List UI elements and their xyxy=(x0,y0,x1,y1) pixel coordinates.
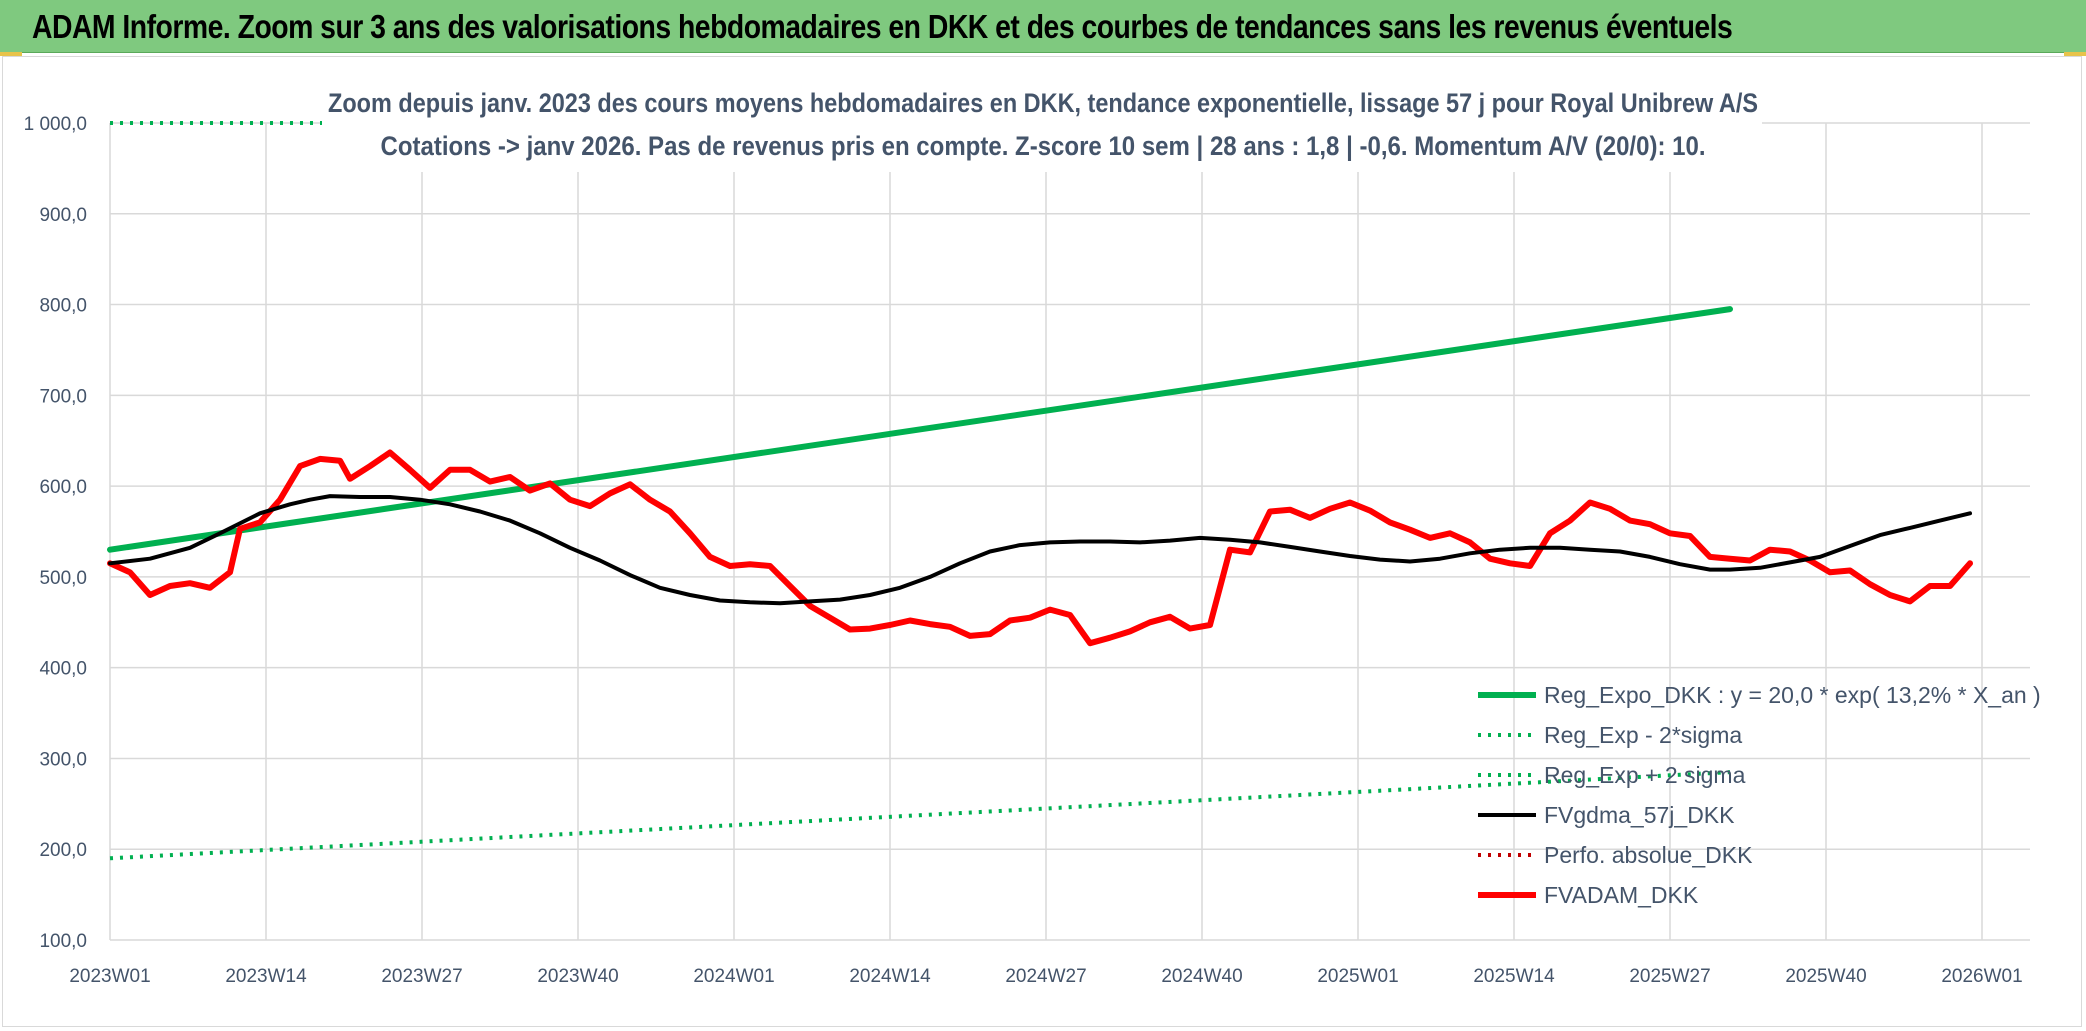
legend-label-2: Reg_Exp + 2 sigma xyxy=(1544,762,1746,788)
legend-label-5: FVADAM_DKK xyxy=(1544,882,1699,908)
header-accent-right xyxy=(2064,52,2086,56)
chart-grid xyxy=(109,122,2030,941)
y-axis-ticks: 100,0 200,0 300,0 400,0 500,0 600,0 700,0 800,0… xyxy=(24,114,87,952)
x-tick-label: 2023W27 xyxy=(381,966,462,987)
chart-series xyxy=(107,121,1973,861)
y-tick-label: 100,0 xyxy=(39,931,87,952)
y-tick-label: 300,0 xyxy=(39,749,87,770)
chart-legend: Reg_Expo_DKK : y = 20,0 * exp( 13,2% * X… xyxy=(1478,682,2041,908)
x-tick-label: 2026W01 xyxy=(1941,966,2022,987)
x-tick-label: 2024W01 xyxy=(693,966,774,987)
x-tick-label: 2023W40 xyxy=(537,966,618,987)
series-line-1 xyxy=(109,770,1731,861)
y-tick-label: 600,0 xyxy=(39,477,87,498)
header-accent-left xyxy=(0,52,22,56)
x-tick-label: 2025W14 xyxy=(1473,966,1555,987)
x-tick-label: 2023W01 xyxy=(69,966,150,987)
y-tick-label: 900,0 xyxy=(39,205,87,226)
x-tick-label: 2025W01 xyxy=(1317,966,1398,987)
legend-label-1: Reg_Exp - 2*sigma xyxy=(1544,722,1742,748)
series-line-5 xyxy=(107,449,1973,647)
subtitle-background xyxy=(322,80,1762,172)
y-tick-label: 200,0 xyxy=(39,840,87,861)
y-tick-label: 1 000,0 xyxy=(24,114,87,135)
x-tick-label: 2025W27 xyxy=(1629,966,1710,987)
chart-frame xyxy=(2,56,2082,1027)
chart-subtitle-line-1: Zoom depuis janv. 2023 des cours moyens … xyxy=(328,88,1758,118)
y-tick-label: 400,0 xyxy=(39,659,87,680)
legend-label-3: FVgdma_57j_DKK xyxy=(1544,802,1735,828)
series-line-0 xyxy=(107,306,1733,553)
x-tick-label: 2024W27 xyxy=(1005,966,1086,987)
legend-label-4: Perfo. absolue_DKK xyxy=(1544,842,1753,868)
x-tick-label: 2024W14 xyxy=(849,966,931,987)
legend-label-0: Reg_Expo_DKK : y = 20,0 * exp( 13,2% * X… xyxy=(1544,682,2041,708)
x-axis-ticks: 2023W01 2023W14 2023W27 2023W40 2024W01 2024W… xyxy=(69,966,2022,987)
y-tick-label: 700,0 xyxy=(39,386,87,407)
x-tick-label: 2025W40 xyxy=(1785,966,1866,987)
series-line-3 xyxy=(108,494,1972,606)
x-tick-label: 2024W40 xyxy=(1161,966,1242,987)
report-title: ADAM Informe. Zoom sur 3 ans des valoris… xyxy=(32,8,1733,45)
report-header: ADAM Informe. Zoom sur 3 ans des valoris… xyxy=(0,0,2086,53)
y-tick-label: 800,0 xyxy=(39,296,87,317)
x-tick-label: 2023W14 xyxy=(225,966,307,987)
y-tick-label: 500,0 xyxy=(39,568,87,589)
chart-subtitle-line-2: Cotations -> janv 2026. Pas de revenus p… xyxy=(381,131,1706,161)
